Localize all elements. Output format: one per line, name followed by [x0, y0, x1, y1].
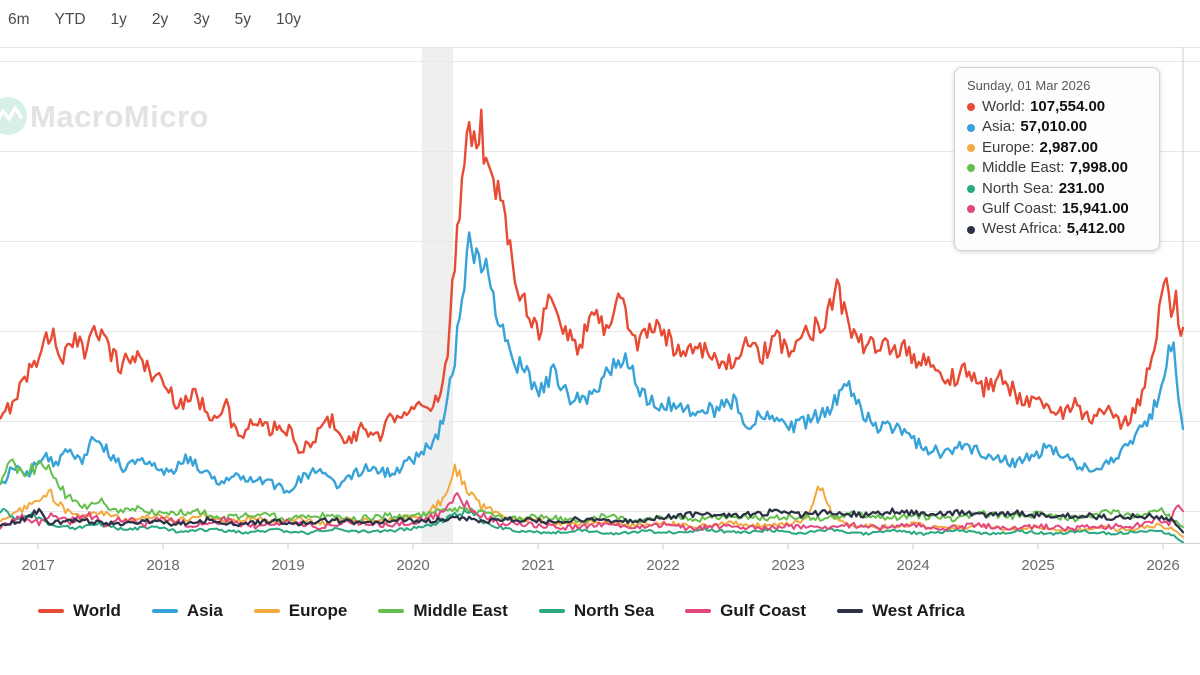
tooltip-date: Sunday, 01 Mar 2026 [967, 78, 1091, 93]
tooltip-row: Europe: 2,987.00 [967, 138, 1147, 158]
tooltip-series-dot-icon [967, 123, 975, 132]
legend-dash-icon [837, 609, 864, 613]
macromicro-logo-icon [0, 97, 27, 135]
legend-dash-icon [378, 609, 405, 613]
tooltip-series-value: 107,554.00 [1030, 98, 1106, 115]
range-selector: 6m YTD 1y 2y 3y 5y 10y [8, 9, 301, 31]
legend-dash-icon [685, 609, 712, 613]
legend-item-gulf-coast[interactable]: Gulf Coast [685, 601, 806, 621]
x-axis-label: 2019 [271, 557, 304, 574]
tooltip-row: North Sea: 231.00 [967, 179, 1147, 199]
tooltip-series-dot-icon [967, 225, 975, 234]
legend-label: World [73, 601, 121, 620]
tooltip-row: Gulf Coast: 15,941.00 [967, 199, 1147, 219]
recession-band [421, 47, 453, 543]
tooltip-series-dot-icon [967, 144, 975, 153]
series-line-gulf-coast [0, 492, 1184, 532]
x-axis-label: 2020 [396, 557, 429, 574]
tooltip-series-dot-icon [967, 205, 975, 214]
legend-label: West Africa [872, 601, 965, 620]
tooltip-series-label: Europe: [982, 138, 1035, 156]
legend-item-world[interactable]: World [38, 601, 121, 621]
legend-item-middle-east[interactable]: Middle East [378, 601, 508, 621]
legend-item-north-sea[interactable]: North Sea [538, 601, 655, 621]
legend-label: North Sea [573, 601, 655, 620]
legend-label: Europe [288, 601, 348, 620]
legend-dash-icon [538, 609, 565, 613]
legend-dash-icon [253, 609, 280, 613]
tooltip-row: World: 107,554.00 [967, 97, 1147, 117]
tooltip-series-value: 57,010.00 [1020, 118, 1088, 136]
tooltip-series-value: 231.00 [1058, 179, 1105, 197]
tooltip-series-value: 15,941.00 [1062, 200, 1129, 218]
tooltip-series-value: 5,412.00 [1066, 220, 1126, 238]
legend-label: Asia [186, 601, 223, 620]
series-line-north-sea [0, 507, 1184, 544]
tooltip-row: West Africa: 5,412.00 [967, 219, 1147, 239]
tooltip-series-label: World: [982, 98, 1026, 115]
range-button-3y[interactable]: 3y [193, 11, 210, 28]
x-axis-label: 2021 [521, 557, 554, 574]
watermark: MacroMicro [0, 96, 208, 136]
legend-item-europe[interactable]: Europe [253, 601, 348, 621]
legend-label: Gulf Coast [720, 601, 807, 620]
tooltip-series-dot-icon [967, 103, 975, 112]
x-axis-label: 2018 [146, 557, 179, 574]
range-button-10y[interactable]: 10y [276, 11, 302, 28]
range-button-1y[interactable]: 1y [110, 11, 127, 28]
tooltip-row: Asia: 57,010.00 [967, 117, 1147, 137]
legend-dash-icon [151, 609, 178, 613]
legend-item-west-africa[interactable]: West Africa [837, 601, 965, 621]
tooltip-series-label: Gulf Coast: [982, 200, 1058, 218]
range-button-6m[interactable]: 6m [8, 11, 30, 28]
tooltip-series-label: Middle East: [982, 159, 1065, 177]
tooltip: Sunday, 01 Mar 2026 World: 107,554.00 Asia… [954, 67, 1160, 251]
series-line-asia [0, 231, 1185, 494]
watermark-text: MacroMicro [30, 99, 209, 134]
x-axis-label: 2025 [1021, 557, 1054, 574]
series-line-europe [0, 463, 1184, 538]
x-axis-label: 2022 [646, 557, 679, 574]
tooltip-series-value: 7,998.00 [1069, 159, 1128, 177]
tooltip-series-label: West Africa: [982, 220, 1062, 238]
tooltip-series-label: Asia: [982, 118, 1016, 136]
legend-item-asia[interactable]: Asia [151, 601, 223, 621]
range-button-5y[interactable]: 5y [234, 11, 252, 28]
series-line-world [0, 108, 1185, 454]
x-axis-label: 2024 [896, 557, 929, 574]
range-button-ytd[interactable]: YTD [54, 11, 86, 28]
tooltip-series-value: 2,987.00 [1039, 138, 1098, 156]
tooltip-row: Middle East: 7,998.00 [967, 158, 1147, 178]
legend-label: Middle East [413, 601, 508, 620]
x-axis-label: 2026 [1146, 557, 1179, 574]
x-axis-label: 2023 [771, 557, 804, 574]
legend: World Asia Europe Middle East North Sea Gulf … [38, 601, 965, 621]
series-line-west-africa [0, 507, 1185, 534]
range-button-2y[interactable]: 2y [151, 11, 169, 28]
tooltip-series-dot-icon [967, 184, 975, 193]
x-axis-label: 2017 [21, 557, 54, 574]
legend-dash-icon [38, 609, 64, 613]
tooltip-series-dot-icon [967, 164, 975, 173]
tooltip-series-label: North Sea: [982, 179, 1054, 197]
